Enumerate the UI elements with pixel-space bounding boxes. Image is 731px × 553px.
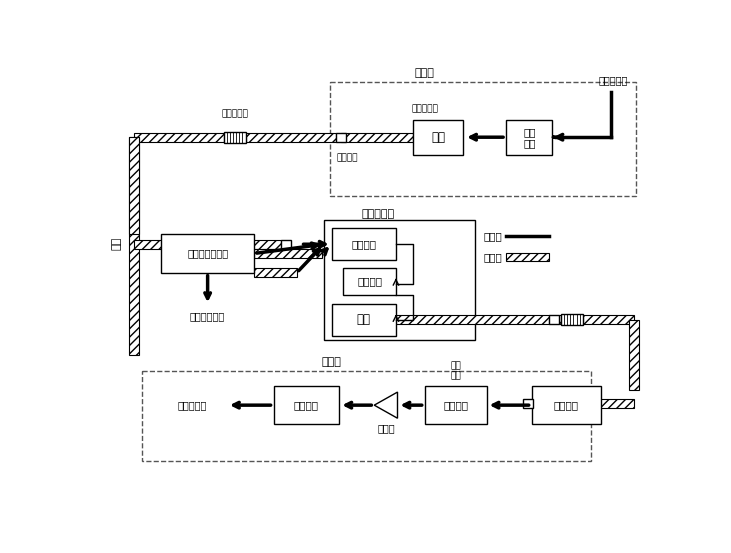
- Text: 光纤尾缴线: 光纤尾缴线: [411, 105, 438, 113]
- Text: 放大器: 放大器: [377, 423, 395, 433]
- Bar: [330, 82, 636, 196]
- Bar: [531, 386, 602, 424]
- Text: 监控辅助设备: 监控辅助设备: [190, 311, 225, 321]
- Bar: [224, 132, 246, 143]
- Bar: [558, 315, 583, 324]
- Bar: [561, 314, 583, 325]
- Text: 光源: 光源: [431, 131, 445, 144]
- Bar: [254, 268, 297, 278]
- Bar: [629, 320, 638, 390]
- Bar: [344, 268, 396, 295]
- Bar: [336, 133, 346, 142]
- Bar: [281, 239, 292, 249]
- Bar: [332, 304, 396, 336]
- Text: 光信号: 光信号: [483, 252, 502, 262]
- Bar: [254, 249, 322, 258]
- Text: 发端机: 发端机: [414, 68, 434, 78]
- Bar: [273, 386, 339, 424]
- Bar: [134, 133, 224, 142]
- Text: 光滤
波器: 光滤 波器: [450, 361, 461, 380]
- Bar: [396, 315, 549, 324]
- Bar: [142, 371, 591, 461]
- Bar: [341, 133, 413, 142]
- Text: 光缆: 光缆: [111, 237, 121, 250]
- Bar: [129, 137, 139, 355]
- Bar: [425, 386, 487, 424]
- Bar: [413, 120, 463, 155]
- Text: 光检波器: 光检波器: [352, 239, 376, 249]
- Text: 光放大器: 光放大器: [554, 400, 579, 410]
- Bar: [506, 120, 553, 155]
- Text: 光源: 光源: [357, 313, 371, 326]
- Bar: [129, 137, 139, 234]
- Bar: [583, 315, 634, 324]
- Polygon shape: [374, 392, 398, 418]
- Bar: [332, 228, 396, 260]
- Text: 收端机: 收端机: [322, 357, 341, 367]
- Text: 电调
制器: 电调 制器: [523, 127, 536, 148]
- Bar: [523, 399, 533, 408]
- Bar: [533, 399, 634, 408]
- Bar: [246, 133, 336, 142]
- Text: 电信号输入: 电信号输入: [598, 76, 628, 86]
- Text: 光纤合并分展器: 光纤合并分展器: [187, 248, 228, 258]
- Bar: [134, 239, 281, 249]
- Text: 光检波器: 光检波器: [443, 400, 468, 410]
- Bar: [549, 315, 558, 324]
- Text: 电信号: 电信号: [483, 231, 502, 241]
- Bar: [506, 253, 549, 261]
- Text: 光纤轮合盘: 光纤轮合盘: [221, 109, 249, 119]
- Text: 电解调器: 电解调器: [294, 400, 319, 410]
- Bar: [161, 234, 254, 273]
- Text: 电信号输出: 电信号输出: [178, 400, 207, 410]
- Bar: [324, 220, 475, 340]
- Text: 再生中继器: 再生中继器: [362, 209, 395, 219]
- Text: 光连接器: 光连接器: [336, 153, 358, 163]
- Text: 电放大器: 电放大器: [357, 276, 382, 286]
